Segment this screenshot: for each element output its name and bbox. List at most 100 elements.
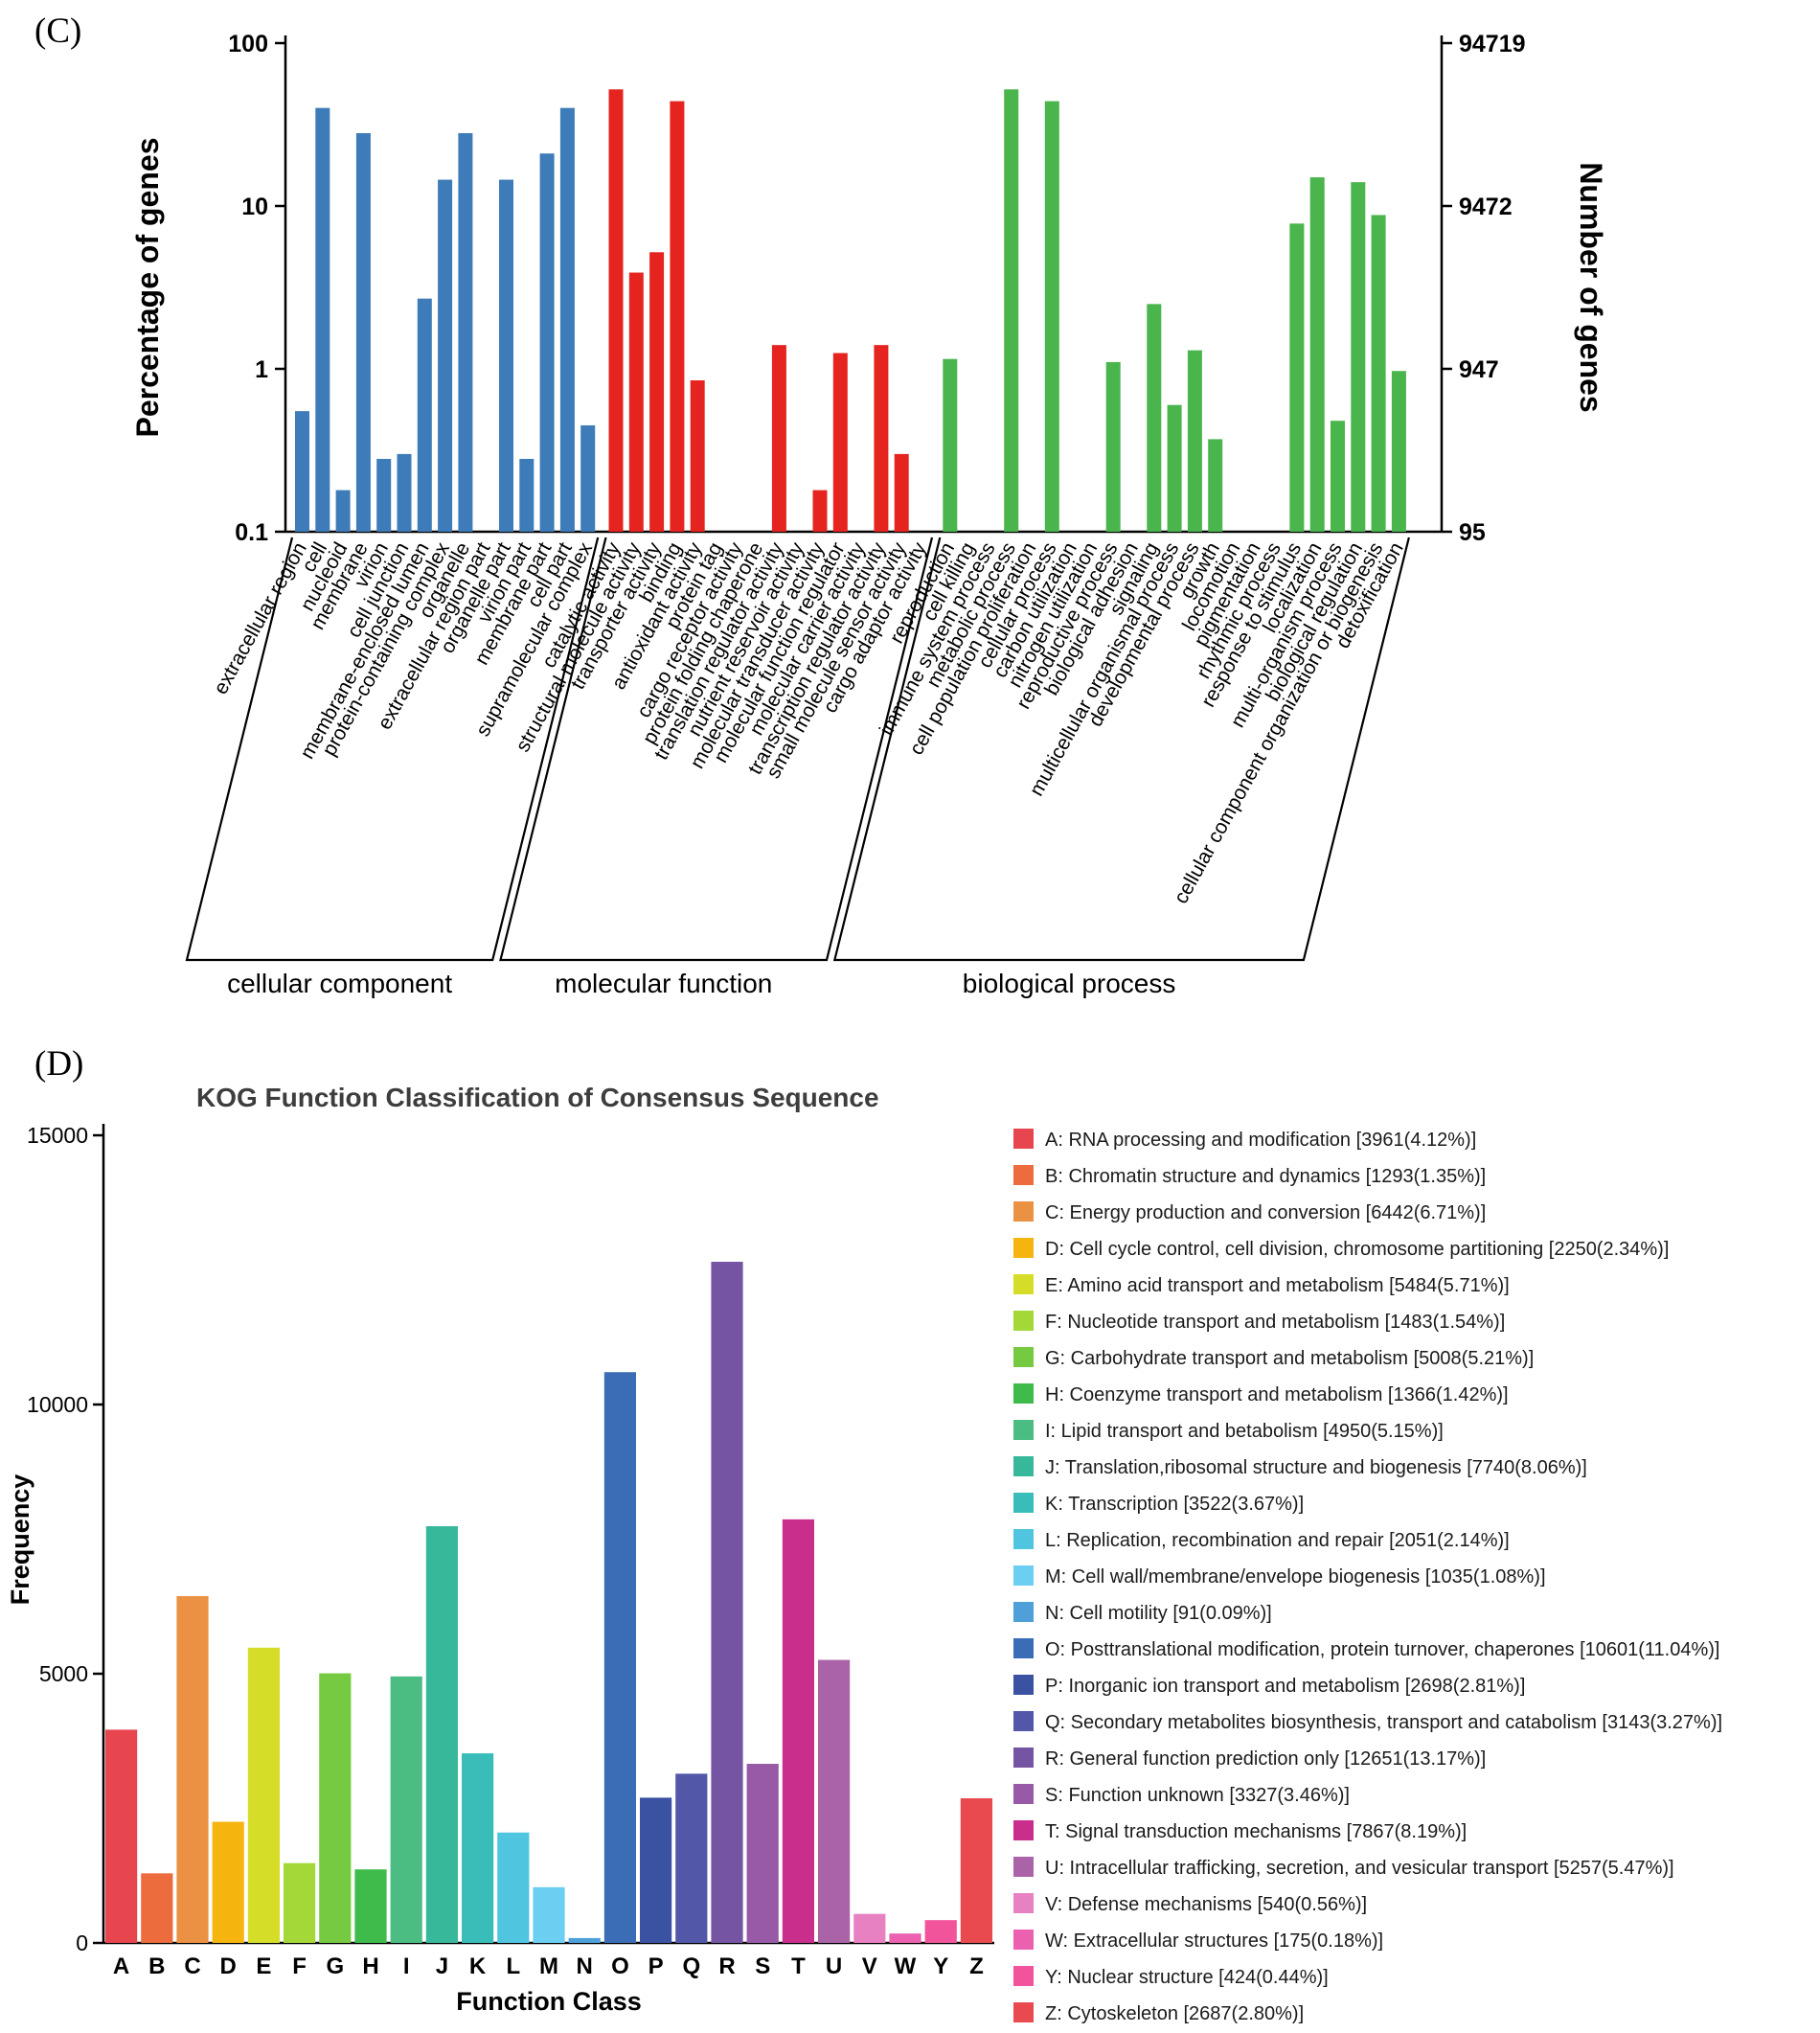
go-bar [1309,177,1325,532]
go-bar [1044,101,1059,533]
legend-swatch [1013,1820,1034,1840]
legend-swatch [1013,1638,1034,1658]
legend-swatch [1013,1383,1034,1404]
kog-bar [818,1659,851,1943]
go-bar [376,458,392,532]
legend-swatch [1013,1893,1034,1913]
group-label: molecular function [555,969,772,998]
go-bar [608,89,624,533]
group-bracket [499,537,934,962]
legend-label: F: Nucleotide transport and metabolism [… [1045,1312,1505,1333]
x-tick-label: E [256,1953,271,1979]
go-bar [499,179,513,532]
y-tick-label: 5000 [39,1661,88,1686]
legend-swatch [1013,1529,1034,1549]
kog-bar [247,1647,280,1943]
legend-swatch [1013,1420,1034,1440]
right-tick-label: 947 [1459,356,1499,383]
go-bar [943,358,958,532]
legend-label: A: RNA processing and modification [3961… [1045,1130,1476,1151]
y-tick-label: 10000 [27,1392,88,1417]
category-label: extracellular region [210,538,311,697]
left-tick-label: 100 [228,31,268,57]
legend-swatch [1013,1238,1034,1258]
x-tick-label: W [895,1953,917,1979]
x-tick-label: G [326,1953,344,1979]
legend-label: K: Transcription [3522(3.67%)] [1045,1494,1304,1515]
go-bar [355,132,371,532]
legend-label: Y: Nuclear structure [424(0.44%)] [1045,1967,1329,1988]
kog-bar [176,1595,209,1943]
kog-bar [425,1526,458,1943]
legend-swatch [1013,1930,1034,1950]
y-axis-title-left: Percentage of genes [130,138,165,438]
kog-bar [746,1764,779,1943]
right-tick-label: 94719 [1459,31,1526,57]
go-bar [832,353,848,532]
x-axis-title: Function Class [456,1987,642,2016]
legend-swatch [1013,1784,1034,1804]
kog-bar [533,1886,565,1943]
left-tick-label: 10 [241,194,268,220]
legend-label: V: Defense mechanisms [540(0.56%)] [1045,1894,1367,1915]
go-bar [1167,404,1182,532]
kog-bar [462,1753,494,1943]
legend-label: R: General function prediction only [126… [1045,1748,1486,1770]
x-tick-label: V [862,1953,877,1979]
legend-swatch [1013,2002,1034,2022]
kog-bar [711,1262,743,1943]
legend-label: M: Cell wall/membrane/envelope biogenesi… [1045,1566,1546,1588]
kog-chart-title: KOG Function Classification of Consensus… [196,1083,879,1112]
legend-label: E: Amino acid transport and metabolism [… [1045,1275,1510,1296]
x-tick-label: M [539,1953,558,1979]
legend-swatch [1013,1711,1034,1731]
go-bar [417,298,432,532]
group-label: biological process [963,969,1176,998]
legend-label: Z: Cytoskeleton [2687(2.80%)] [1045,2003,1304,2024]
panel-d-label: (D) [34,1044,83,1084]
go-bar [1208,439,1223,532]
x-tick-label: S [755,1953,770,1979]
go-bar [1371,215,1386,533]
go-bar [649,252,665,532]
x-tick-label: Q [682,1953,700,1979]
x-tick-label: H [362,1953,378,1979]
x-tick-label: A [113,1953,129,1979]
y-axis-title-right: Number of genes [1574,162,1608,412]
legend-label: L: Replication, recombination and repair… [1045,1530,1510,1551]
legend-label: I: Lipid transport and betabolism [4950(… [1045,1421,1444,1442]
group-bracket [832,537,1410,962]
go-bar [670,101,685,533]
legend-swatch [1013,1493,1034,1513]
legend-label: P: Inorganic ion transport and metabolis… [1045,1676,1525,1697]
go-bar [519,458,535,532]
x-tick-label: N [577,1953,593,1979]
x-tick-label: C [184,1953,200,1979]
go-bar [1331,421,1345,532]
go-bar [1187,350,1202,532]
legend-swatch [1013,1347,1034,1367]
go-bar [1147,304,1162,532]
right-tick-label: 9472 [1459,194,1513,220]
kog-bar [640,1797,672,1943]
legend-swatch [1013,1274,1034,1294]
x-tick-label: R [718,1953,735,1979]
go-bar [874,345,889,532]
legend-swatch [1013,1966,1034,1986]
go-bar [690,379,705,532]
left-tick-label: 0.1 [235,519,268,546]
legend-swatch [1013,1675,1034,1695]
go-bar [771,345,786,532]
kog-legend: A: RNA processing and modification [3961… [1013,1129,1722,2024]
x-tick-label: P [648,1953,664,1979]
kog-bar [889,1933,921,1943]
kog-bar [284,1862,316,1943]
kog-bar [212,1821,244,1943]
x-tick-label: L [506,1953,520,1979]
go-bar [628,272,644,532]
legend-swatch [1013,1311,1034,1331]
kog-bar [603,1372,636,1943]
kog-bar [141,1873,173,1943]
go-annotation-chart: 100 10 1 0.1 94719 9472 947 95 extracellular reg… [185,31,1526,998]
